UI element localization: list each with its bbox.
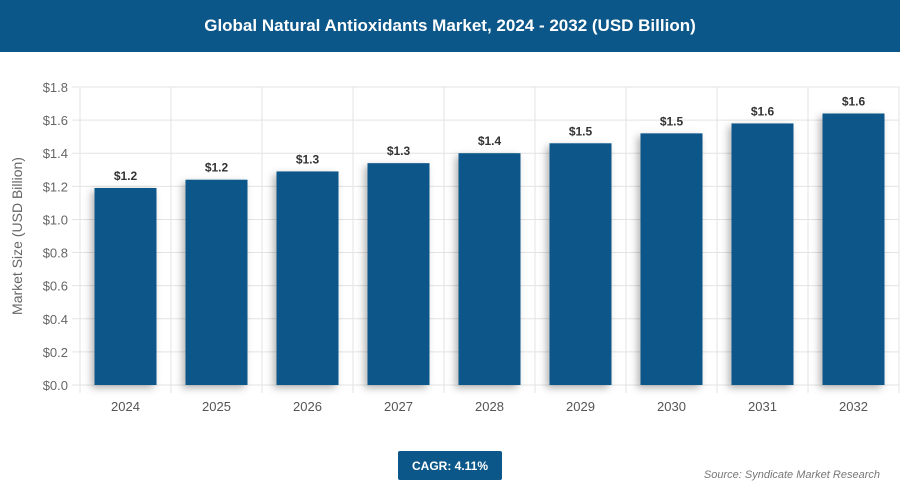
y-tick-label: $1.4 — [43, 146, 68, 161]
y-tick-label: $0.8 — [43, 246, 68, 261]
cagr-badge: CAGR: 4.11% — [398, 451, 502, 480]
x-tick-label: 2026 — [293, 399, 322, 414]
data-label: $1.3 — [296, 152, 320, 166]
data-label: $1.6 — [842, 94, 866, 108]
bar — [549, 143, 612, 385]
x-tick-label: 2030 — [657, 399, 686, 414]
bar — [731, 123, 794, 385]
data-label: $1.4 — [478, 134, 502, 148]
y-tick-label: $0.4 — [43, 312, 68, 327]
data-label: $1.6 — [751, 104, 775, 118]
y-axis-label: Market Size (USD Billion) — [9, 157, 25, 315]
y-tick-label: $1.6 — [43, 113, 68, 128]
x-tick-label: 2032 — [839, 399, 868, 414]
x-tick-label: 2029 — [566, 399, 595, 414]
data-label: $1.3 — [387, 144, 411, 158]
x-tick-label: 2028 — [475, 399, 504, 414]
bar — [367, 163, 430, 385]
x-tick-label: 2031 — [748, 399, 777, 414]
chart-title: Global Natural Antioxidants Market, 2024… — [0, 0, 900, 52]
bar — [94, 187, 157, 385]
bar-chart: Market Size (USD Billion) $0.0 $0.2 $0.4 $0… — [9, 80, 900, 414]
data-label: $1.5 — [660, 114, 684, 128]
y-tick-label: $0.2 — [43, 345, 68, 360]
data-label: $1.2 — [114, 169, 138, 183]
y-tick-label: $0.6 — [43, 279, 68, 294]
source-note: Source: Syndicate Market Research — [703, 469, 880, 481]
bar — [822, 113, 885, 385]
bar — [458, 153, 521, 385]
y-tick-label: $1.2 — [43, 179, 68, 194]
y-tick-label: $0.0 — [43, 378, 68, 393]
x-tick-label: 2025 — [202, 399, 231, 414]
y-tick-label: $1.0 — [43, 212, 68, 227]
bar — [185, 179, 248, 385]
x-tick-label: 2024 — [111, 399, 140, 414]
data-label: $1.2 — [205, 161, 229, 175]
y-tick-label: $1.8 — [43, 80, 68, 95]
data-label: $1.5 — [569, 124, 593, 138]
bar — [640, 133, 703, 385]
x-tick-label: 2027 — [384, 399, 413, 414]
bar — [276, 171, 339, 385]
